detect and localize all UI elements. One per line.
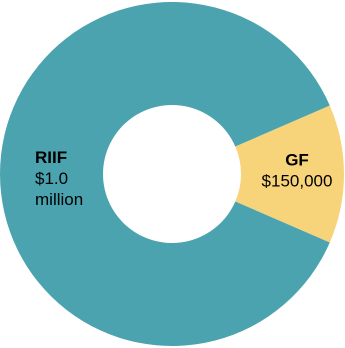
slice-label-gf-name: GF bbox=[285, 151, 309, 170]
slice-label-riif-name: RIIF bbox=[35, 148, 67, 167]
slice-riif bbox=[0, 1, 330, 346]
slice-gf bbox=[235, 105, 344, 243]
slice-label-gf-value-0: $150,000 bbox=[262, 172, 333, 191]
slice-label-riif-value-1: million bbox=[35, 190, 83, 209]
labels-group: GF $150,000 RIIF $1.0 million bbox=[35, 148, 332, 209]
slice-label-riif-value-0: $1.0 bbox=[35, 169, 68, 188]
